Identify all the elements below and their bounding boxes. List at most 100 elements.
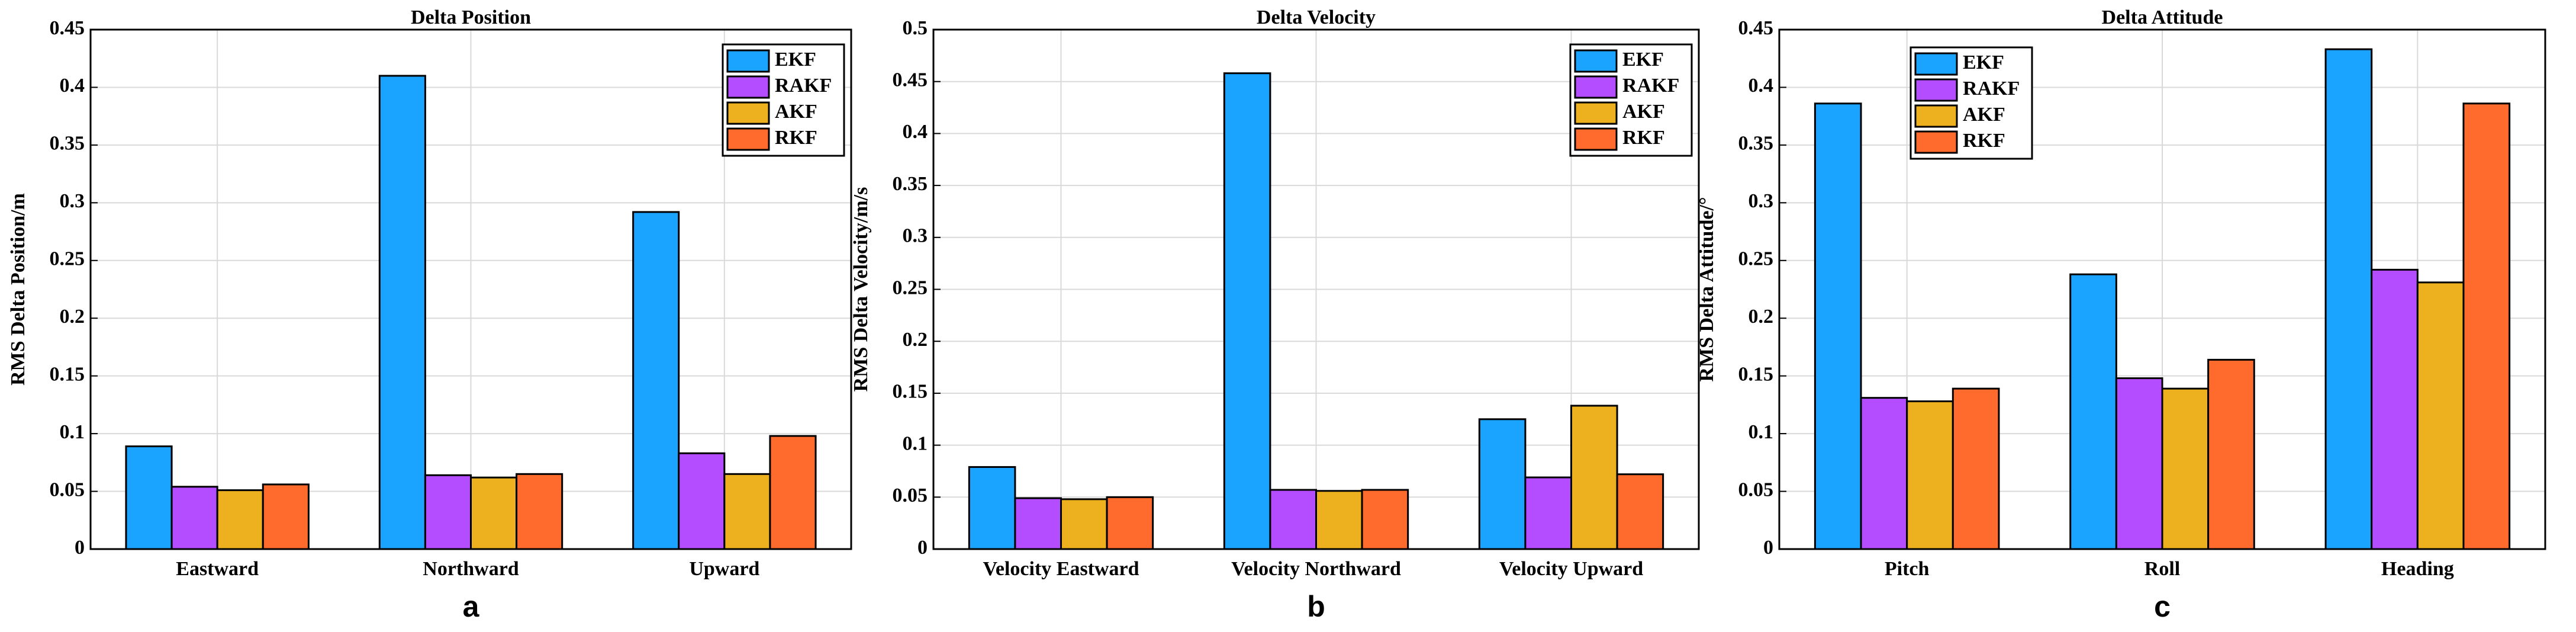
y-tick-label: 0.25 <box>1738 248 1774 270</box>
chart-title: Delta Attitude <box>2102 7 2223 28</box>
caption: c <box>2154 590 2171 623</box>
y-tick-label: 0.35 <box>1738 133 1774 155</box>
y-tick-label: 0.35 <box>50 133 85 155</box>
x-tick-label: Velocity Northward <box>1231 558 1401 580</box>
bar <box>125 445 173 550</box>
y-tick-label: 0.25 <box>50 248 85 270</box>
y-axis-label: RMS Delta Attitude/° <box>1696 197 1718 381</box>
bar <box>632 211 680 550</box>
y-tick-label: 0.2 <box>1749 306 1774 328</box>
legend-label: EKF <box>1622 49 1664 70</box>
bar <box>1060 498 1108 550</box>
legend-label: EKF <box>1963 52 2004 73</box>
bar <box>262 483 310 550</box>
bar <box>1524 476 1572 550</box>
y-tick-label: 0.2 <box>903 329 928 351</box>
x-tick-label: Upward <box>689 558 759 580</box>
y-tick-label: 0.35 <box>893 173 928 195</box>
bar <box>1952 387 2000 550</box>
y-tick-label: 0.05 <box>893 485 928 506</box>
bar <box>170 486 218 550</box>
x-tick-label: Velocity Eastward <box>983 558 1139 580</box>
bar <box>2115 377 2163 550</box>
legend-label: RAKF <box>775 75 832 97</box>
chart: 0 0.05 0.1 0.15 0.2 0.25 0.3 0.35 0.4 0.45 Eastwar… <box>7 7 852 623</box>
bar <box>1478 418 1527 550</box>
legend: EKF RAKF AKF RKF <box>722 43 845 157</box>
y-tick-label: 0.05 <box>50 479 85 501</box>
y-tick-label: 0.3 <box>1749 190 1774 212</box>
y-tick-label: 0.15 <box>50 363 85 385</box>
y-tick-label: 0.2 <box>60 306 85 328</box>
y-tick-label: 0.05 <box>1738 479 1774 501</box>
legend-swatch <box>1914 130 1958 154</box>
legend-label: RKF <box>1622 127 1665 149</box>
legend-swatch <box>726 75 770 99</box>
y-axis-label: RMS Delta Velocity/m/s <box>850 187 872 392</box>
bar <box>216 489 264 550</box>
bar <box>1616 473 1664 550</box>
chart: 0 0.05 0.1 0.15 0.2 0.25 0.3 0.35 0.4 0.45 0.5 Velo… <box>850 7 1700 623</box>
bar <box>769 435 817 550</box>
bar <box>2462 102 2511 550</box>
x-tick-label: Roll <box>2144 558 2180 580</box>
y-tick-label: 0.15 <box>1738 363 1774 385</box>
x-tick-label: Heading <box>2381 558 2454 580</box>
bar <box>1269 489 1317 550</box>
legend-swatch <box>1914 52 1958 76</box>
bar <box>1570 405 1618 550</box>
legend: EKF RAKF AKF RKF <box>1569 43 1693 157</box>
bar <box>2161 387 2210 550</box>
legend-label: RAKF <box>1963 78 2020 100</box>
y-tick-label: 0.4 <box>903 121 928 143</box>
bar <box>516 473 564 550</box>
y-tick-label: 0.15 <box>893 381 928 403</box>
bar <box>2069 273 2117 550</box>
bar <box>1906 400 1954 550</box>
legend-label: AKF <box>1963 104 2005 126</box>
bar <box>1315 490 1363 550</box>
bar <box>1014 497 1062 550</box>
x-tick-label: Pitch <box>1885 558 1930 580</box>
legend-swatch <box>1574 49 1618 73</box>
caption: b <box>1307 590 1325 623</box>
bar <box>2371 268 2419 550</box>
y-tick-label: 0 <box>75 537 85 559</box>
bar <box>424 474 472 550</box>
y-axis-label: RMS Delta Position/m <box>7 193 29 386</box>
x-tick-label: Northward <box>423 558 519 580</box>
y-tick-label: 0.1 <box>903 432 928 454</box>
legend-label: RKF <box>775 127 817 149</box>
legend-label: AKF <box>775 101 817 123</box>
bar <box>1814 102 1862 550</box>
legend-swatch <box>1574 101 1618 125</box>
y-tick-label: 0.4 <box>1749 75 1774 97</box>
bar <box>2416 281 2465 550</box>
legend-swatch <box>1574 75 1618 99</box>
y-tick-label: 0 <box>1763 537 1773 559</box>
bar <box>678 452 726 550</box>
legend: EKF RAKF AKF RKF <box>1910 46 2033 160</box>
legend-label: RKF <box>1963 130 2005 152</box>
bar <box>1860 397 1908 550</box>
bar <box>378 75 426 550</box>
caption: a <box>463 590 480 623</box>
legend-label: RAKF <box>1622 75 1679 97</box>
chart-title: Delta Velocity <box>1257 7 1376 28</box>
legend-swatch <box>726 101 770 125</box>
y-tick-label: 0 <box>917 537 928 559</box>
legend-swatch <box>1914 104 1958 128</box>
bar <box>1361 489 1409 550</box>
y-tick-label: 0.45 <box>893 69 928 91</box>
chart-title: Delta Position <box>411 7 531 28</box>
bar <box>470 476 518 550</box>
bar <box>1223 72 1271 550</box>
bar <box>2207 358 2255 550</box>
bar <box>723 473 771 550</box>
y-tick-label: 0.3 <box>60 190 85 212</box>
legend-swatch <box>726 127 770 151</box>
bar <box>968 466 1016 550</box>
legend-label: EKF <box>775 49 816 70</box>
